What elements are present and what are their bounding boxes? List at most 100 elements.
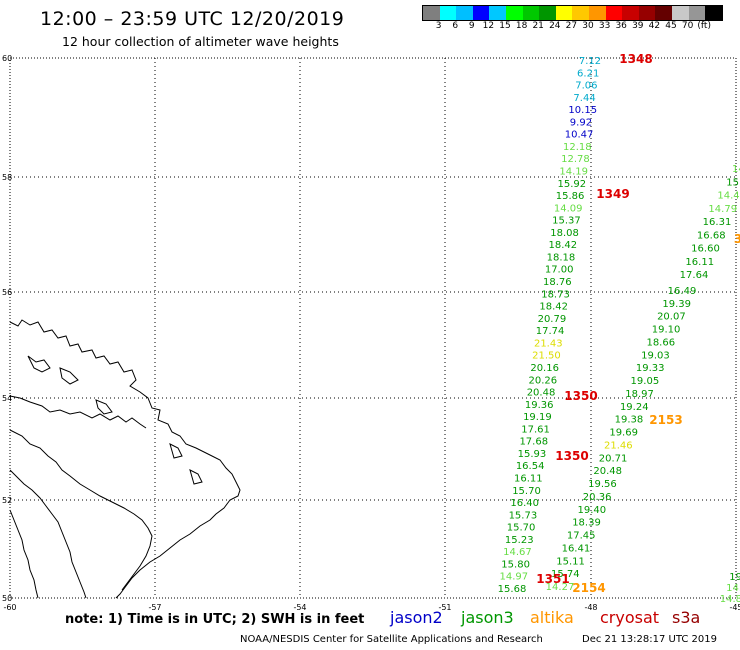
satellite-altika: altika	[530, 608, 574, 627]
color-swatch-12	[622, 6, 639, 20]
satellite-cryosat: cryosat	[600, 608, 660, 627]
swh-value: 21.50	[532, 351, 561, 362]
lat-label: 56	[2, 288, 12, 297]
swh-value: 12.18	[563, 142, 592, 153]
coastline	[9, 319, 241, 599]
footer-credit: NOAA/NESDIS Center for Satellite Applica…	[240, 634, 543, 645]
swh-value: 14.	[732, 164, 740, 175]
color-swatch-5	[505, 6, 523, 20]
swh-value: 17.64	[680, 270, 709, 281]
color-swatch-10	[588, 6, 606, 20]
swh-value: 15.	[726, 177, 740, 188]
swh-value: 14.8	[720, 594, 740, 605]
swh-value: 20.16	[530, 363, 559, 374]
color-scale-label: 30	[582, 21, 594, 31]
swh-value: 16.40	[510, 498, 539, 509]
swh-value: 19	[729, 572, 740, 583]
swh-value: 12.78	[561, 154, 590, 165]
swh-value: 7.06	[575, 81, 597, 92]
swh-value: 19.39	[662, 299, 691, 310]
color-swatch-0	[423, 6, 440, 20]
color-swatch-11	[605, 6, 623, 20]
satellite-s3a: s3a	[672, 608, 701, 627]
swh-value: 16.49	[668, 286, 697, 297]
swh-value: 19.69	[609, 428, 638, 439]
pass-time-label: 1351	[536, 572, 569, 586]
legend-note: note: 1) Time is in UTC; 2) SWH is in fe…	[65, 612, 365, 627]
swh-value: 20.26	[529, 375, 558, 386]
color-swatch-9	[572, 6, 589, 20]
pass-time-label: 2153	[649, 413, 682, 427]
color-scale-label: 21	[532, 21, 544, 31]
swh-value: 18.39	[572, 518, 601, 529]
color-swatch-15	[671, 6, 689, 20]
lon-label: -60	[3, 603, 16, 612]
swh-value: 21.43	[534, 338, 563, 349]
color-swatch-3	[472, 6, 490, 20]
swh-value: 7.12	[579, 56, 601, 67]
swh-value: 16.11	[514, 473, 543, 484]
color-scale-label: 42	[648, 21, 661, 31]
swh-value: 19.03	[641, 350, 670, 361]
swh-value: 15.11	[556, 556, 585, 567]
swh-value: 14.	[726, 583, 740, 594]
color-scale-label: 6	[452, 21, 459, 31]
color-swatch-6	[522, 6, 540, 20]
swh-value: 20.48	[593, 466, 622, 477]
lat-label: 52	[2, 496, 12, 505]
pass-time-label: 1349	[596, 187, 629, 201]
swh-value: 14.67	[503, 547, 532, 558]
swh-value: 15.74	[551, 569, 580, 580]
swh-value: 17.00	[545, 265, 574, 276]
swh-value: 15.23	[505, 535, 534, 546]
swh-value: 14.4	[717, 191, 739, 202]
lat-label: 58	[2, 173, 12, 182]
swh-value: 15.93	[518, 449, 547, 460]
color-swatch-14	[655, 6, 672, 20]
lon-label: -57	[148, 603, 161, 612]
map-subtitle: 12 hour collection of altimeter wave hei…	[62, 34, 339, 49]
swh-value: 19.10	[652, 325, 681, 336]
color-scale-label: 15	[499, 21, 511, 31]
swh-value: 19.24	[620, 402, 649, 413]
color-scale-labels: 3 6 9 12 15 18 21 24 27 30 33 36 39 42 45 70 (ft)	[422, 21, 740, 33]
swh-value: 20.71	[599, 453, 628, 464]
swh-value: 17.74	[536, 326, 565, 337]
color-scale-label: 18	[515, 21, 528, 31]
swh-value: 14.19	[559, 167, 588, 178]
pass-time-label: 1348	[619, 52, 652, 66]
color-scale-label: 45	[665, 21, 677, 31]
swh-value: 17.61	[521, 424, 550, 435]
swh-value: 15.86	[556, 191, 585, 202]
swh-value: 14.97	[499, 572, 528, 583]
swh-value: 17.68	[519, 437, 548, 448]
lon-label: -48	[584, 603, 597, 612]
color-swatch-17	[705, 6, 722, 20]
swh-value: 15.73	[509, 510, 538, 521]
color-scale-label: (ft)	[697, 21, 711, 31]
color-scale-label: 36	[615, 21, 627, 31]
swh-value: 15.70	[512, 486, 541, 497]
swh-value: 9.92	[570, 117, 592, 128]
swh-value: 18.73	[541, 289, 570, 300]
swh-value: 14.09	[554, 203, 583, 214]
lon-label: -54	[293, 603, 306, 612]
pass-time-label: 3	[734, 232, 740, 246]
swh-value: 10.47	[565, 130, 594, 141]
swh-value: 15.68	[498, 584, 527, 595]
swh-value: 19.05	[631, 376, 660, 387]
satellite-jason2: jason2	[390, 608, 443, 627]
swh-value: 19.40	[578, 505, 607, 516]
swh-value: 18.18	[547, 252, 576, 263]
color-scale-label: 9	[468, 21, 475, 31]
swh-value: 16.31	[703, 217, 732, 228]
swh-value: 18.97	[625, 389, 654, 400]
swh-value: 18.08	[550, 228, 579, 239]
color-scale-bar	[422, 5, 723, 21]
color-swatch-2	[456, 6, 473, 20]
color-swatch-13	[638, 6, 656, 20]
color-scale-label: 12	[482, 21, 495, 31]
swh-value: 21.46	[604, 440, 633, 451]
swh-value: 16.68	[697, 230, 726, 241]
